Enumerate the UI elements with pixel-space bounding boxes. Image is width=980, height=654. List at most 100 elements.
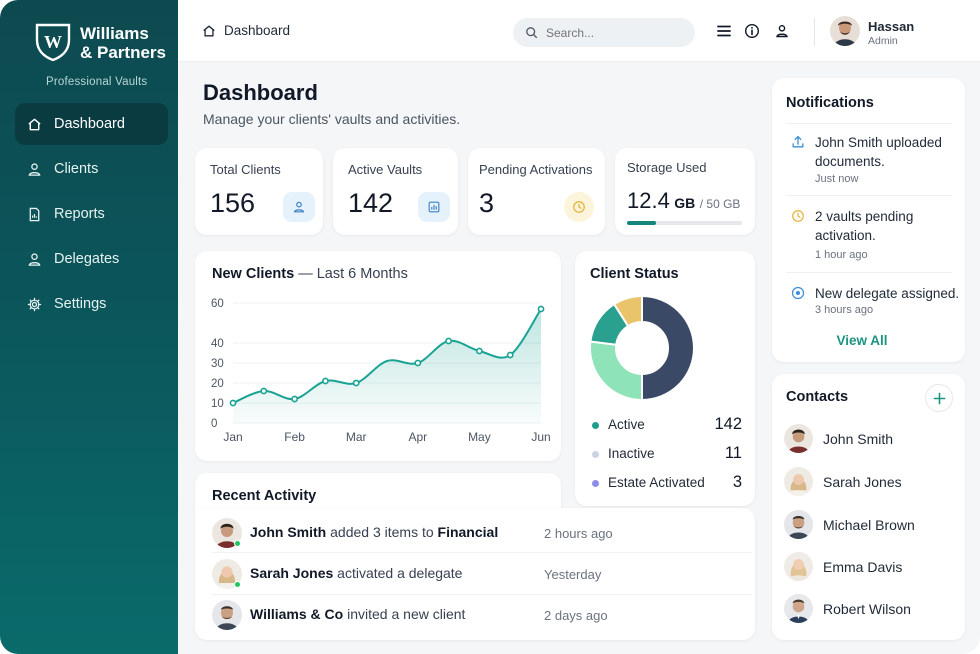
status-dot — [592, 451, 599, 458]
divider — [814, 18, 815, 46]
stat-value: 156 — [210, 188, 256, 218]
x-tick-label: Apr — [408, 430, 427, 444]
donut-slice — [612, 294, 643, 328]
status-row-estate-activated: Estate Activated 3 — [592, 473, 742, 494]
menu-icon[interactable] — [716, 23, 732, 39]
y-tick-label: 20 — [211, 378, 224, 390]
data-point — [229, 399, 237, 407]
shield-letter: W — [44, 32, 62, 52]
page-title: Dashboard — [203, 80, 318, 105]
status-row-inactive: Inactive 11 — [592, 444, 742, 465]
status-row-active: Active 142 — [592, 415, 742, 436]
activity-text: Williams & Co invited a new client — [250, 606, 465, 622]
brand-name-line2: & Partners — [80, 43, 166, 62]
sidebar-item-clients[interactable]: Clients — [15, 148, 168, 190]
data-point — [352, 379, 360, 387]
x-tick-label: Jun — [531, 430, 550, 444]
avatar — [784, 467, 813, 496]
upload-icon — [792, 135, 804, 148]
stat-badge — [283, 192, 315, 222]
activity-row[interactable]: Williams & Co invited a new client 2 day… — [212, 597, 752, 633]
sidebar-item-dashboard[interactable]: Dashboard — [15, 103, 168, 145]
user-name: Hassan — [868, 19, 915, 34]
status-value: 142 — [714, 415, 742, 433]
area-fill — [233, 309, 541, 423]
contact-item[interactable]: Michael Brown — [784, 510, 954, 540]
sidebar-item-label: Clients — [54, 161, 99, 177]
user-icon — [293, 201, 305, 213]
contacts-card: Contacts John Smith Sarah Jones Michael … — [772, 374, 965, 640]
activity-row[interactable]: Sarah Jones activated a delegate Yesterd… — [212, 556, 752, 592]
location-pin-icon — [791, 286, 805, 300]
activity-actor: Williams & Co — [250, 606, 344, 622]
home-icon — [28, 118, 41, 130]
activity-action: added 3 items to — [326, 524, 438, 540]
info-icon[interactable] — [744, 23, 760, 39]
y-tick-label: 60 — [211, 298, 224, 310]
status-dot — [592, 480, 599, 487]
recent-activity-header: Recent Activity — [195, 473, 561, 508]
y-tick-label: 0 — [211, 418, 217, 430]
stat-value: 3 — [479, 188, 495, 218]
storage-progress-fill — [627, 221, 656, 225]
brand-name: Williams & Partners — [80, 24, 180, 62]
sidebar-nav: Dashboard Clients Reports Delegates Sett… — [15, 103, 168, 328]
activity-row[interactable]: John Smith added 3 items to Financial 2 … — [212, 515, 752, 551]
avatar[interactable] — [830, 16, 860, 46]
user-icon — [28, 252, 41, 266]
stat-card-storage-used[interactable]: Storage Used 12.4 GB / 50 GB — [615, 148, 755, 235]
storage-progress-track — [627, 221, 742, 225]
search-icon — [526, 27, 538, 39]
contact-name: Michael Brown — [823, 517, 915, 533]
stat-card-pending-activations[interactable]: Pending Activations 3 — [468, 148, 605, 235]
sidebar-item-settings[interactable]: Settings — [15, 283, 168, 325]
avatar — [784, 510, 813, 539]
contact-item[interactable]: Emma Davis — [784, 552, 954, 582]
y-tick-label: 10 — [211, 398, 224, 410]
sidebar-item-label: Dashboard — [54, 116, 125, 132]
notifications-card: Notifications John Smith uploaded docume… — [772, 78, 965, 362]
sidebar-item-reports[interactable]: Reports — [15, 193, 168, 235]
sidebar-item-delegates[interactable]: Delegates — [15, 238, 168, 280]
brand-subtitle: Professional Vaults — [46, 76, 148, 88]
sidebar: W Williams & Partners Professional Vault… — [0, 0, 178, 654]
series-line — [232, 308, 542, 404]
search-box[interactable] — [513, 18, 695, 47]
status-label: Inactive — [608, 446, 655, 461]
contact-name: Robert Wilson — [823, 601, 911, 617]
add-contact-button[interactable] — [925, 384, 953, 412]
user-icon — [28, 162, 41, 176]
stat-card-total-clients[interactable]: Total Clients 156 — [195, 148, 323, 235]
new-clients-chart: 0 10 20 30 40 60 Jan Feb Mar Apr May Jun — [211, 298, 551, 444]
client-status-title: Client Status — [590, 266, 679, 282]
user-icon[interactable] — [774, 23, 790, 39]
activity-actor: Sarah Jones — [250, 565, 334, 581]
donut-slice — [641, 294, 695, 402]
activity-action: invited a new client — [343, 606, 466, 622]
contact-item[interactable]: Sarah Jones — [784, 467, 954, 497]
notification-time: 3 hours ago — [815, 304, 874, 316]
stat-card-active-vaults[interactable]: Active Vaults 142 — [333, 148, 458, 235]
activity-actor: John Smith — [250, 524, 327, 540]
online-status-dot — [234, 581, 241, 588]
view-all-link[interactable]: View All — [836, 333, 888, 348]
online-status-dot — [234, 540, 241, 547]
avatar — [212, 600, 242, 630]
stat-label: Active Vaults — [348, 162, 423, 177]
contact-item[interactable]: Robert Wilson — [784, 594, 954, 624]
data-point — [321, 377, 329, 385]
recent-activity-card: John Smith added 3 items to Financial 2 … — [195, 508, 755, 640]
breadcrumb[interactable]: Dashboard — [202, 23, 290, 38]
user-role: Admin — [868, 35, 898, 47]
y-tick-label: 40 — [211, 338, 224, 350]
storage-readout: 12.4 GB / 50 GB — [627, 188, 740, 214]
x-tick-label: Jan — [223, 430, 242, 444]
activity-text: John Smith added 3 items to Financial — [250, 524, 498, 540]
stat-label: Storage Used — [627, 160, 707, 175]
divider — [212, 594, 752, 595]
activity-time: 2 hours ago — [544, 526, 613, 541]
contact-item[interactable]: John Smith — [784, 424, 954, 454]
notification-text: New delegate assigned. — [815, 286, 960, 301]
activity-target: Financial — [437, 524, 499, 540]
search-input[interactable] — [546, 25, 686, 40]
